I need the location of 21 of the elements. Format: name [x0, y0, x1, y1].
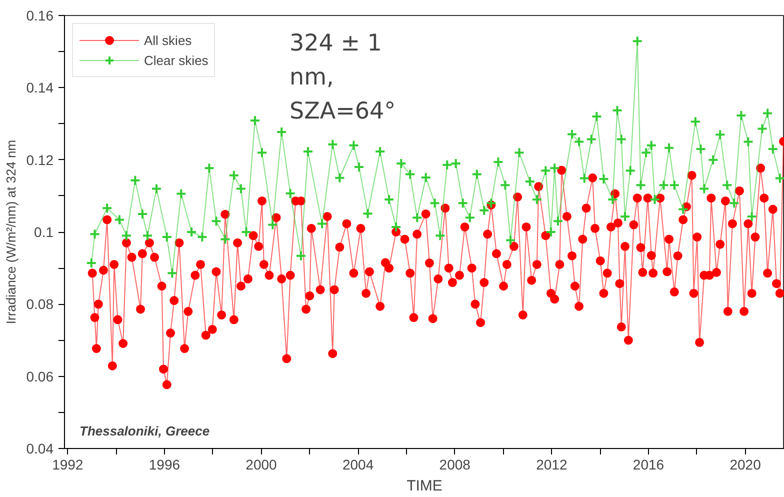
annotation: 324 ± 1 nm, SZA=64°: [290, 30, 396, 124]
y-tick-label: 0.16: [26, 8, 54, 24]
y-tick-label: 0.06: [26, 368, 54, 384]
annotation: Thessaloniki, Greece: [80, 424, 210, 438]
x-tick-label: 2008: [439, 456, 471, 472]
x-tick-label: 2020: [730, 456, 762, 472]
x-axis-title: TIME: [406, 478, 442, 494]
y-axis-title: Irradiance (W/m²/nm) at 324 nm: [3, 140, 18, 324]
y-tick-label: 0.1: [34, 224, 54, 240]
y-tick-label: 0.08: [26, 296, 54, 312]
x-tick-label: 1992: [52, 456, 84, 472]
x-tick-label: 2004: [342, 456, 374, 472]
x-tick-label: 2000: [246, 456, 278, 472]
y-tick-label: 0.04: [26, 440, 54, 456]
y-tick-label: 0.12: [26, 152, 54, 168]
x-tick-label: 2016: [632, 456, 664, 472]
legend-label: Clear skies: [144, 52, 208, 68]
x-tick-label: 1996: [148, 456, 180, 472]
x-tick-label: 2012: [536, 456, 568, 472]
y-tick-label: 0.14: [26, 80, 54, 96]
legend-label: All skies: [144, 32, 192, 48]
